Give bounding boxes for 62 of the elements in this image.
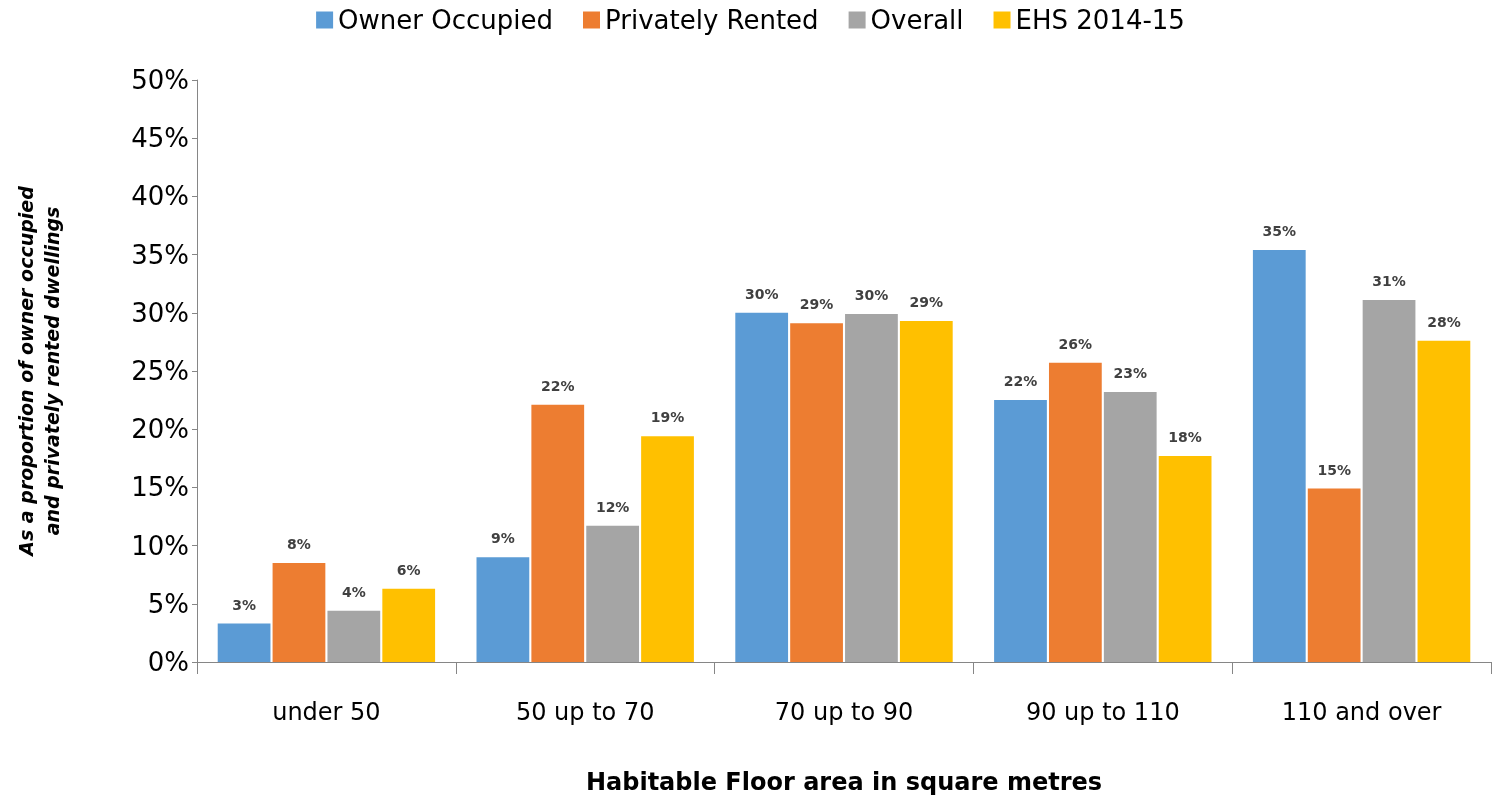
bar [1103, 391, 1157, 662]
bar [217, 623, 271, 662]
data-label: 30% [854, 286, 889, 303]
x-tick-label: under 50 [272, 698, 381, 726]
bar [1307, 488, 1361, 662]
data-label: 22% [541, 377, 575, 394]
data-label: 29% [909, 293, 944, 310]
bar [899, 320, 953, 662]
bar [476, 557, 530, 662]
y-tick-label: 25% [131, 356, 189, 386]
data-label: 18% [1168, 428, 1202, 445]
bar [641, 436, 694, 662]
y-tick-label: 45% [131, 123, 189, 154]
legend-label: EHS 2014-15 [1015, 5, 1185, 35]
data-label: 31% [1372, 273, 1406, 289]
y-axis-title: As a proportion of owner occupied and privately rented dwellings [15, 185, 63, 558]
y-tick-label: 20% [131, 414, 189, 445]
data-label: 23% [1113, 364, 1147, 381]
data-label: 35% [1262, 222, 1297, 239]
bar [735, 312, 789, 662]
bar [994, 400, 1047, 662]
bar [382, 588, 436, 662]
x-tick-label: 50 up to 70 [515, 698, 655, 726]
bar [1362, 300, 1416, 662]
data-label: 15% [1317, 461, 1351, 478]
bar [1048, 362, 1102, 662]
bar [1158, 455, 1212, 662]
y-tick-label: 5% [147, 588, 189, 619]
data-label: 12% [595, 498, 630, 515]
bar [1252, 249, 1306, 662]
data-label: 28% [1427, 313, 1461, 330]
legend-label: Owner Occupied [338, 5, 554, 35]
y-tick-label: 30% [131, 297, 189, 328]
bar [1417, 340, 1471, 662]
x-tick-label: 110 and over [1281, 698, 1442, 726]
bar [531, 404, 585, 662]
legend-label: Privately Rented [605, 5, 819, 35]
data-label: 29% [799, 296, 834, 313]
data-label: 30% [744, 285, 779, 302]
data-label: 22% [1003, 373, 1038, 390]
y-tick-label: 35% [131, 239, 189, 270]
legend-label: Overall [870, 5, 964, 35]
y-tick-label: 0% [147, 647, 189, 677]
x-tick-label: 70 up to 90 [774, 698, 914, 726]
data-label: 6% [396, 561, 421, 578]
bar [272, 563, 326, 662]
y-tick-label: 15% [131, 472, 189, 503]
bar [845, 313, 898, 662]
bar [586, 525, 640, 662]
data-label: 3% [232, 596, 256, 613]
bar [327, 610, 381, 662]
y-tick-label: 40% [131, 181, 189, 212]
data-label: 4% [341, 583, 366, 600]
x-tick-label: 90 up to 110 [1025, 698, 1180, 726]
x-axis-title: Habitable Floor area in square metres [585, 768, 1103, 796]
data-label: 9% [491, 530, 515, 547]
y-tick-label: 10% [131, 530, 189, 561]
data-label: 26% [1058, 335, 1093, 352]
data-label: 8% [287, 536, 311, 553]
data-label: 19% [650, 409, 685, 426]
y-tick-label: 50% [131, 65, 189, 95]
bar [790, 323, 843, 662]
